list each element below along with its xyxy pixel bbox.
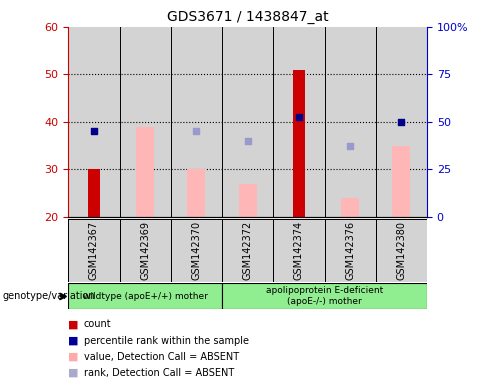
Bar	[68, 27, 120, 217]
Bar	[376, 219, 427, 282]
Bar	[325, 219, 376, 282]
Bar	[171, 27, 222, 217]
Bar	[273, 27, 325, 217]
Text: GSM142380: GSM142380	[396, 221, 407, 280]
Bar	[392, 146, 410, 217]
Bar	[222, 219, 273, 282]
Text: GSM142370: GSM142370	[191, 221, 202, 280]
Point	[346, 142, 354, 149]
Text: GSM142372: GSM142372	[243, 221, 253, 280]
Bar	[68, 283, 222, 309]
Text: value, Detection Call = ABSENT: value, Detection Call = ABSENT	[84, 352, 239, 362]
Text: ■: ■	[68, 368, 79, 378]
Text: ■: ■	[68, 319, 79, 329]
Bar	[293, 70, 305, 217]
Bar	[222, 219, 273, 282]
Bar	[187, 169, 205, 217]
Bar	[171, 219, 222, 282]
Bar	[376, 219, 427, 282]
Bar	[376, 27, 427, 217]
Point	[193, 128, 201, 134]
Text: GSM142367: GSM142367	[89, 221, 99, 280]
Bar	[88, 169, 100, 217]
Point	[295, 114, 303, 120]
Text: GSM142369: GSM142369	[140, 221, 150, 280]
Bar	[68, 219, 120, 282]
Bar	[120, 219, 171, 282]
Point	[244, 138, 252, 144]
Text: apolipoprotein E-deficient
(apoE-/-) mother: apolipoprotein E-deficient (apoE-/-) mot…	[266, 286, 383, 306]
Text: GSM142376: GSM142376	[345, 221, 355, 280]
Text: wildtype (apoE+/+) mother: wildtype (apoE+/+) mother	[83, 291, 207, 301]
Bar	[136, 127, 154, 217]
Text: ■: ■	[68, 352, 79, 362]
Text: ■: ■	[68, 336, 79, 346]
Text: percentile rank within the sample: percentile rank within the sample	[84, 336, 249, 346]
Bar	[239, 184, 257, 217]
Bar	[341, 198, 359, 217]
Bar	[325, 219, 376, 282]
Point	[398, 119, 406, 125]
Bar	[222, 27, 273, 217]
Text: rank, Detection Call = ABSENT: rank, Detection Call = ABSENT	[84, 368, 234, 378]
Bar	[68, 219, 120, 282]
Bar	[171, 219, 222, 282]
Text: count: count	[84, 319, 112, 329]
Bar	[120, 219, 171, 282]
Title: GDS3671 / 1438847_at: GDS3671 / 1438847_at	[167, 10, 328, 25]
Text: GSM142374: GSM142374	[294, 221, 304, 280]
Bar	[325, 27, 376, 217]
Bar	[273, 219, 325, 282]
Bar	[222, 283, 427, 309]
Point	[90, 128, 98, 134]
Text: genotype/variation: genotype/variation	[2, 291, 95, 301]
Bar	[120, 27, 171, 217]
Bar	[273, 219, 325, 282]
